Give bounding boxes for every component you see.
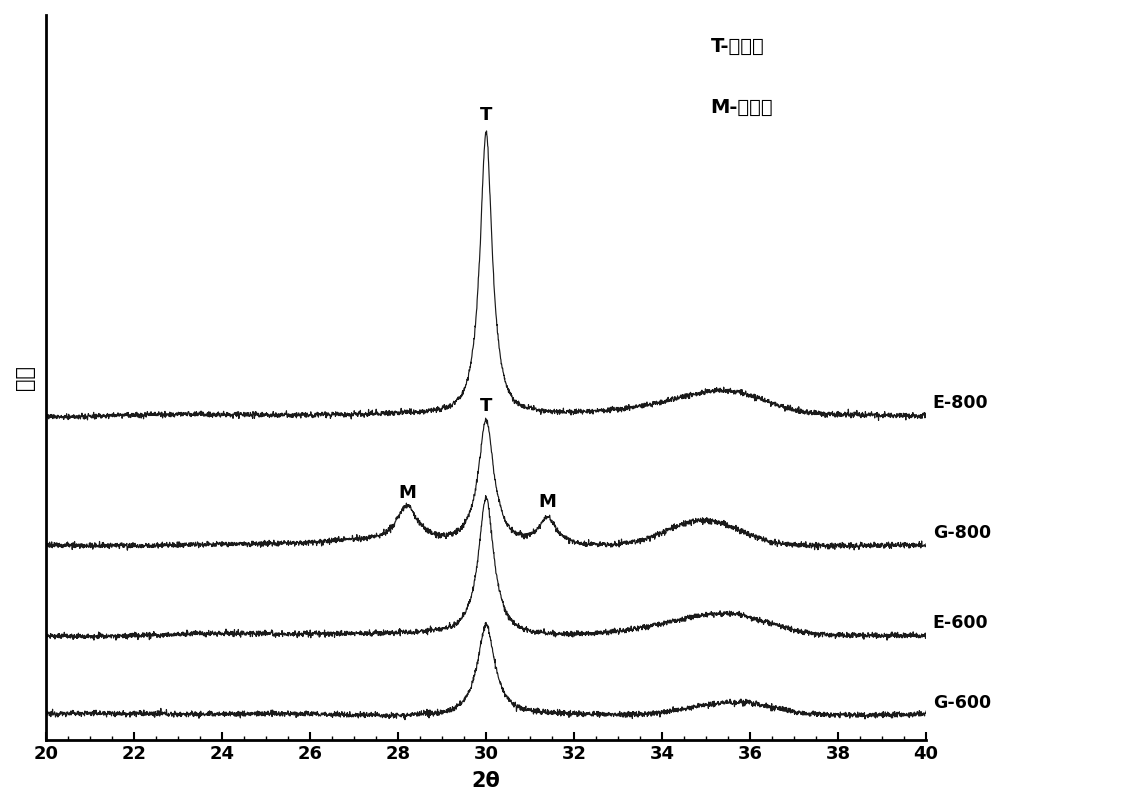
- Text: T-四方相: T-四方相: [711, 37, 765, 56]
- Text: T: T: [480, 106, 493, 123]
- Text: M: M: [398, 484, 416, 502]
- Text: G-800: G-800: [933, 524, 991, 542]
- Text: G-600: G-600: [933, 694, 991, 712]
- Text: M-单斜相: M-单斜相: [711, 98, 773, 118]
- Text: T: T: [480, 397, 493, 415]
- Text: E-600: E-600: [933, 614, 989, 632]
- Text: M: M: [538, 493, 557, 512]
- X-axis label: 2θ: 2θ: [472, 771, 501, 791]
- Y-axis label: 强度: 强度: [15, 365, 35, 390]
- Text: E-800: E-800: [933, 394, 989, 412]
